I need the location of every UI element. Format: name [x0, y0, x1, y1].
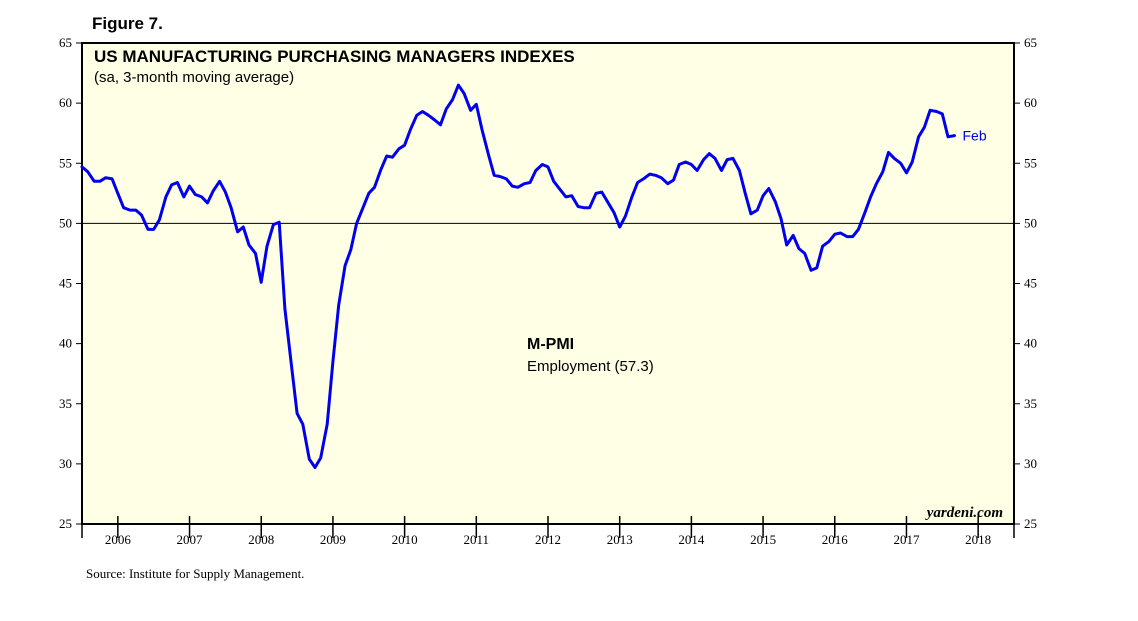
employment-series-line	[80, 83, 956, 469]
plot-area	[81, 42, 1015, 525]
figure-label: Figure 7.	[92, 14, 163, 33]
y-tick-label-right: 60	[1024, 95, 1037, 110]
x-tick-label: 2016	[822, 532, 849, 547]
y-tick-label-left: 55	[59, 155, 72, 170]
chart-title: US MANUFACTURING PURCHASING MANAGERS IND…	[94, 47, 575, 66]
x-tick-label: 2012	[535, 532, 561, 547]
y-tick-label-left: 65	[59, 35, 72, 50]
x-tick-label: 2009	[320, 532, 346, 547]
annotation-subtitle: Employment (57.3)	[527, 358, 654, 375]
y-tick-label-right: 45	[1024, 276, 1037, 291]
y-tick-label-left: 50	[59, 215, 72, 230]
x-axis: 2006 2007 2008 2009 2010 2011 2012 2013 2014 2015…	[81, 516, 1015, 547]
y-tick-label-left: 40	[59, 336, 72, 351]
y-tick-label-right: 25	[1024, 516, 1037, 531]
y-axis-left: 25 30 35 40 45 50 55 60 65	[59, 35, 82, 531]
y-axis-right: 25 30 35 40 45 50 55 60 65	[1014, 35, 1037, 531]
x-tick-label: 2014	[678, 532, 705, 547]
y-tick-label-left: 35	[59, 396, 72, 411]
x-tick-label: 2007	[177, 532, 204, 547]
y-tick-label-right: 30	[1024, 456, 1037, 471]
y-tick-label-left: 60	[59, 95, 72, 110]
x-tick-label: 2013	[607, 532, 633, 547]
source-note: Source: Institute for Supply Management.	[86, 566, 304, 581]
series-end-label: Feb	[963, 128, 987, 144]
chart-subtitle: (sa, 3-month moving average)	[94, 69, 294, 86]
y-tick-label-left: 25	[59, 516, 72, 531]
x-tick-label: 2017	[893, 532, 920, 547]
y-tick-label-left: 30	[59, 456, 72, 471]
x-tick-label: 2008	[248, 532, 274, 547]
x-tick-label: 2015	[750, 532, 776, 547]
y-tick-label-right: 35	[1024, 396, 1037, 411]
y-tick-label-right: 65	[1024, 35, 1037, 50]
x-tick-label: 2006	[105, 532, 132, 547]
x-tick-label: 2010	[392, 532, 418, 547]
y-tick-label-right: 55	[1024, 155, 1037, 170]
watermark: yardeni.com	[925, 505, 1003, 521]
annotation-title: M-PMI	[527, 336, 574, 353]
x-tick-label: 2011	[464, 532, 490, 547]
y-tick-label-left: 45	[59, 276, 72, 291]
y-tick-label-right: 40	[1024, 336, 1037, 351]
x-tick-label: 2018	[965, 532, 991, 547]
y-tick-label-right: 50	[1024, 215, 1037, 230]
